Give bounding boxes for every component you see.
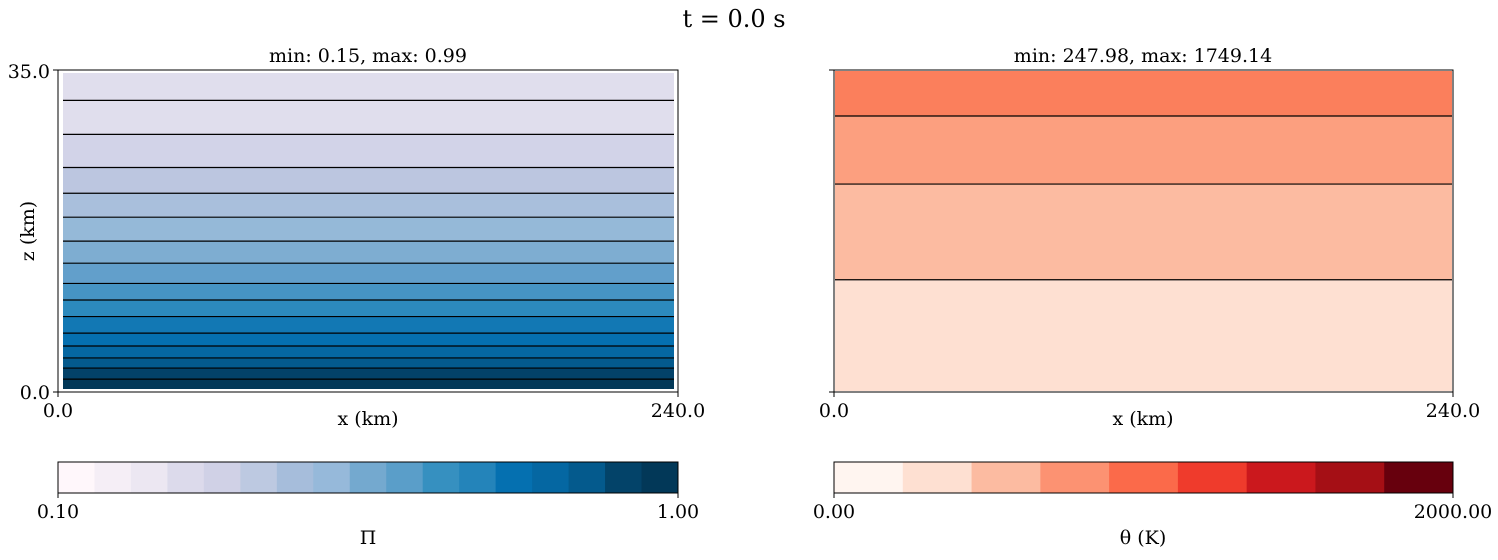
colorbar-segment — [58, 462, 95, 493]
colorbar-segment — [495, 462, 533, 493]
panel-title: min: 247.98, max: 1749.14 — [1014, 45, 1272, 67]
y-tick-label: 0.0 — [20, 382, 50, 404]
y-tick-label: 35.0 — [8, 61, 50, 83]
colorbar-segment — [1246, 462, 1316, 493]
filled-contour-band — [63, 333, 674, 346]
panel-title: min: 0.15, max: 0.99 — [269, 45, 467, 67]
colorbar — [58, 462, 679, 493]
filled-contour-band — [63, 346, 674, 358]
figure-suptitle: t = 0.0 s — [682, 5, 785, 33]
colorbar-min-label: 0.00 — [813, 501, 855, 523]
plot-area — [835, 71, 1452, 391]
filled-contour-band — [63, 167, 674, 194]
colorbar-segment — [130, 462, 168, 493]
y-axis-label: z (km) — [17, 201, 39, 261]
colorbar-min-label: 0.10 — [37, 501, 79, 523]
colorbar-segment — [1109, 462, 1179, 493]
filled-contour-band — [63, 316, 674, 334]
colorbar-segment — [459, 462, 497, 493]
plot-area — [63, 73, 674, 389]
colorbar-segment — [313, 462, 351, 493]
colorbar-segment — [203, 462, 241, 493]
filled-contour-band — [63, 283, 674, 300]
x-tick-label: 240.0 — [1426, 400, 1480, 422]
colorbar-segment — [971, 462, 1041, 493]
colorbar-frame — [833, 461, 1454, 494]
filled-contour-band — [835, 279, 1452, 391]
filled-contour-band — [63, 217, 674, 242]
filled-contour-band — [835, 116, 1452, 185]
filled-contour-band — [63, 357, 674, 369]
colorbar-segment — [422, 462, 460, 493]
filled-contour-band — [63, 100, 674, 135]
colorbar-segment — [276, 462, 314, 493]
colorbar-segment — [532, 462, 570, 493]
filled-contour-band — [63, 193, 674, 218]
colorbar-segment — [1384, 462, 1454, 493]
x-axis-label: x (km) — [1112, 408, 1173, 430]
colorbar-max-label: 2000.00 — [1414, 501, 1493, 523]
colorbar-segment — [240, 462, 278, 493]
colorbar-segment — [1177, 462, 1248, 493]
filled-contour-band — [63, 300, 674, 317]
x-tick-label: 240.0 — [651, 400, 705, 422]
filled-contour-band — [63, 134, 674, 168]
colorbar-segment — [349, 462, 387, 493]
colorbar-segment — [167, 462, 205, 493]
plot-frame — [57, 69, 679, 393]
colorbar — [834, 462, 1454, 493]
x-axis-label: x (km) — [337, 408, 398, 430]
filled-contour-band — [63, 73, 674, 101]
colorbar-segment — [1315, 462, 1385, 493]
colorbar-segment — [386, 462, 424, 493]
colorbar-segment — [94, 462, 132, 493]
filled-contour-band — [63, 241, 674, 264]
x-tick-label: 0.0 — [819, 400, 849, 422]
colorbar-segment — [568, 462, 606, 493]
plot-frame — [833, 69, 1454, 393]
filled-contour-band — [63, 368, 674, 380]
colorbar-label: Π — [360, 527, 377, 549]
x-tick-label: 0.0 — [43, 400, 73, 422]
panel-pi: min: 0.15, max: 0.99 0.0 240.0 0.0 35.0 … — [8, 45, 706, 549]
colorbar-segment — [834, 462, 904, 493]
colorbar-segment — [605, 462, 643, 493]
filled-contour-band — [835, 71, 1452, 116]
colorbar-label: θ (K) — [1120, 527, 1167, 549]
filled-contour-band — [63, 263, 674, 284]
colorbar-segment — [902, 462, 973, 493]
colorbar-max-label: 1.00 — [657, 501, 699, 523]
colorbar-segment — [1040, 462, 1110, 493]
panel-theta: min: 247.98, max: 1749.14 0.0 240.0 x (k… — [813, 45, 1492, 549]
colorbar-segment — [641, 462, 679, 493]
colorbar-frame — [57, 461, 679, 494]
filled-contour-band — [63, 379, 674, 389]
filled-contour-band — [835, 184, 1452, 280]
